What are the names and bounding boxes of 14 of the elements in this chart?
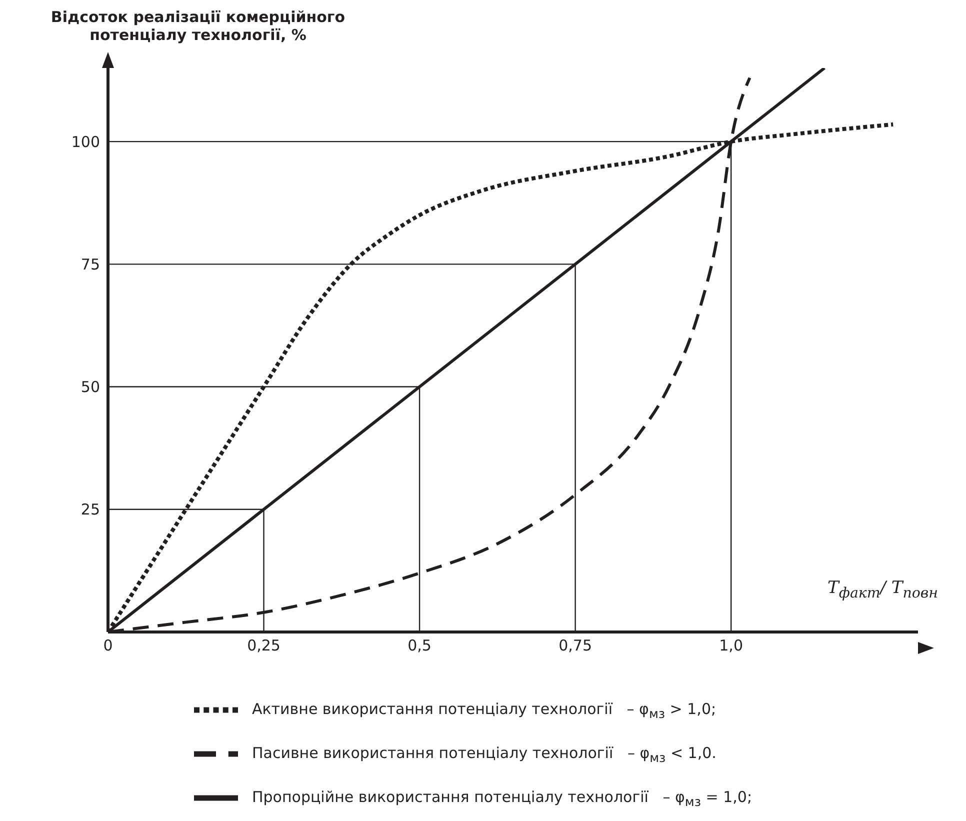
x-tick-label: 1,0 — [719, 636, 744, 655]
y-axis-title: Відсоток реалізації комерційного потенціалу технології, % — [50, 8, 346, 44]
x-axis-title: T$_{факт}$/ T$_{повн}$ — [828, 578, 938, 602]
legend-label: Пропорційне використання потенціалу технології – φ$_{мз}$ = 1,0; — [252, 788, 752, 810]
y-tick-label: 75 — [80, 256, 100, 274]
y-tick-label: 50 — [80, 378, 100, 396]
x-tick-label: 0,75 — [558, 636, 592, 655]
x-tick-label: 0 — [103, 636, 113, 655]
x-tick-label: 0,25 — [247, 636, 280, 655]
x-tick-label: 0,5 — [408, 636, 432, 655]
legend-label: Пасивне використання потенціалу технології – φ$_{мз}$ < 1,0. — [252, 744, 716, 766]
y-tick-label: 25 — [80, 500, 100, 519]
legend-label: Активне використання потенціалу технології – φ$_{мз}$ > 1,0; — [252, 700, 716, 722]
y-tick-label: 100 — [71, 132, 100, 151]
